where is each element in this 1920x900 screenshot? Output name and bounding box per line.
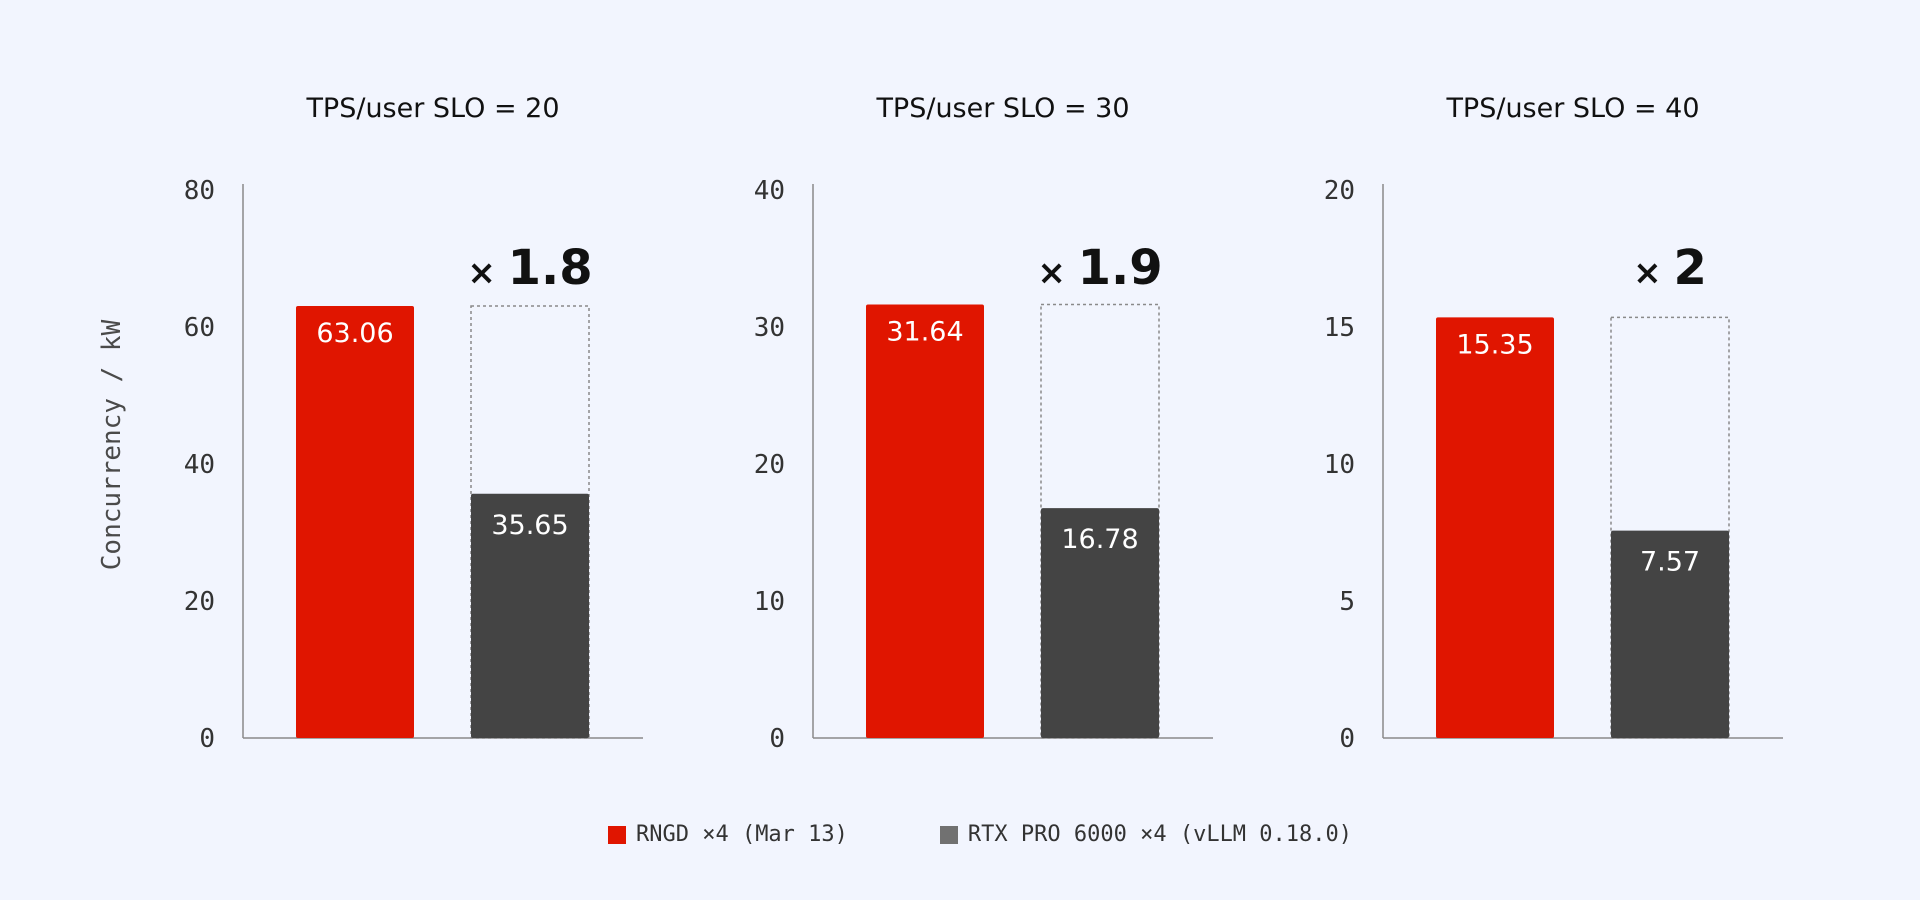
y-tick-label: 0 [199,724,215,754]
legend-swatch-rngd [607,825,626,844]
y-tick-label: 80 [184,176,215,206]
ratio-annotation: × 1.9 [1037,240,1162,296]
bar-value-label: 31.64 [886,317,963,348]
bar-value-label: 16.78 [1061,524,1138,555]
comparison-outline [1610,316,1730,739]
legend-item-rngd: RNGD ×4 (Mar 13) [607,822,848,847]
legend-swatch-rtx [939,825,958,844]
bar-rtx [471,493,589,738]
ratio-value: 1.9 [1078,240,1163,296]
y-tick-label: 10 [754,587,785,617]
bar-value-label: 15.35 [1456,329,1533,360]
ratio-symbol: × [1037,253,1077,293]
bar-value-label: 35.65 [491,510,568,541]
ratio-symbol: × [1633,253,1673,293]
y-tick-label: 20 [754,450,785,480]
bar-rngd [866,304,984,738]
panel-title: TPS/user SLO = 20 [305,93,559,124]
bar-value-label: 7.57 [1640,547,1700,578]
bar-value-label: 63.06 [316,318,393,349]
panel-title: TPS/user SLO = 30 [875,93,1129,124]
bar-rngd [1436,317,1554,738]
y-tick-label: 30 [754,313,785,343]
y-tick-label: 20 [184,587,215,617]
legend-label-rngd: RNGD ×4 (Mar 13) [635,822,848,847]
y-tick-label: 15 [1324,313,1355,343]
legend-label-rtx: RTX PRO 6000 ×4 (vLLM 0.18.0) [967,822,1353,847]
ratio-annotation: × 2 [1633,240,1707,296]
legend-item-rtx: RTX PRO 6000 ×4 (vLLM 0.18.0) [939,822,1353,847]
y-tick-label: 5 [1339,587,1355,617]
ratio-annotation: × 1.8 [467,240,592,296]
ratio-value: 2 [1673,240,1706,296]
y-tick-label: 0 [769,724,785,754]
y-tick-label: 20 [1324,176,1355,206]
y-tick-label: 60 [184,313,215,343]
chart-legend: RNGD ×4 (Mar 13) RTX PRO 6000 ×4 (vLLM 0… [0,822,1920,847]
y-tick-label: 10 [1324,450,1355,480]
ratio-value: 1.8 [508,240,593,296]
bar-rngd [296,306,414,738]
y-tick-label: 0 [1339,724,1355,754]
y-tick-label: 40 [754,176,785,206]
y-axis-title: Concurrency / kW [97,319,127,570]
panel-title: TPS/user SLO = 40 [1445,93,1699,124]
bar-rtx [1041,508,1159,738]
ratio-symbol: × [467,253,507,293]
y-tick-label: 40 [184,450,215,480]
bar-rtx [1611,530,1729,738]
